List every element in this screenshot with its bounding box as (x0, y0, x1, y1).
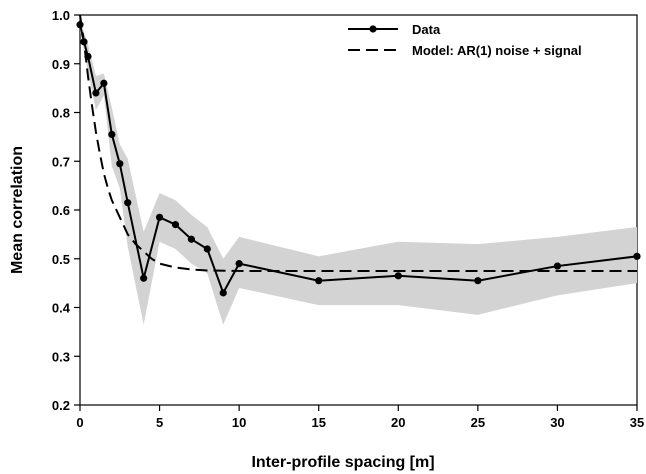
data-point-16 (394, 272, 402, 280)
legend-label-data: Data (412, 22, 441, 37)
y-tick-label-0.4: 0.4 (52, 301, 71, 316)
y-axis: 0.2 0.3 0.4 0.5 0.6 0.7 0.8 0.9 1.0 (52, 8, 80, 413)
data-confidence-band (80, 17, 637, 325)
x-tick-label-35: 35 (630, 415, 644, 430)
x-tick-label-20: 20 (391, 415, 405, 430)
data-point-14 (235, 260, 243, 268)
data-point-18 (553, 262, 562, 270)
x-axis: 0 5 10 15 20 25 30 35 (76, 405, 644, 430)
y-tick-label-0.9: 0.9 (52, 57, 70, 72)
x-tick-label-15: 15 (311, 415, 325, 430)
data-point-0 (76, 21, 84, 29)
data-point-3 (92, 89, 100, 97)
y-axis-title: Mean correlation (9, 146, 26, 274)
band-layer (80, 17, 637, 325)
x-axis-title: Inter-profile spacing [m] (251, 454, 434, 471)
y-tick-label-0.7: 0.7 (52, 154, 70, 169)
data-point-10 (171, 221, 180, 229)
data-point-2 (84, 52, 92, 61)
data-point-19 (633, 252, 641, 260)
y-tick-label-0.6: 0.6 (52, 203, 70, 218)
x-tick-label-25: 25 (471, 415, 485, 430)
y-tick-label-0.3: 0.3 (52, 349, 70, 364)
data-point-9 (155, 213, 164, 221)
y-tick-label-1.0: 1.0 (52, 8, 70, 23)
data-point-13 (219, 289, 227, 297)
x-tick-label-10: 10 (232, 415, 246, 430)
data-point-1 (80, 38, 88, 46)
model-line (79, 14, 637, 272)
data-point-6 (116, 160, 124, 168)
data-point-12 (203, 245, 211, 253)
legend-label-model: Model: AR(1) noise + signal (412, 43, 582, 58)
data-point-17 (474, 277, 482, 285)
data-point-4 (100, 79, 108, 87)
y-tick-label-0.5: 0.5 (52, 252, 70, 267)
data-point-15 (315, 277, 323, 285)
x-tick-label-0: 0 (76, 415, 83, 430)
data-point-7 (124, 199, 132, 207)
x-tick-label-5: 5 (156, 415, 163, 430)
data-layer (76, 21, 641, 297)
data-point-8 (140, 274, 148, 282)
y-tick-label-0.2: 0.2 (52, 398, 70, 413)
data-point-11 (187, 235, 195, 243)
x-tick-label-30: 30 (550, 415, 564, 430)
legend: Data Model: AR(1) noise + signal (348, 22, 582, 58)
model-layer (79, 14, 637, 272)
data-point-5 (108, 130, 116, 139)
y-tick-label-0.8: 0.8 (52, 106, 70, 121)
legend-swatch-data-marker (369, 25, 377, 33)
